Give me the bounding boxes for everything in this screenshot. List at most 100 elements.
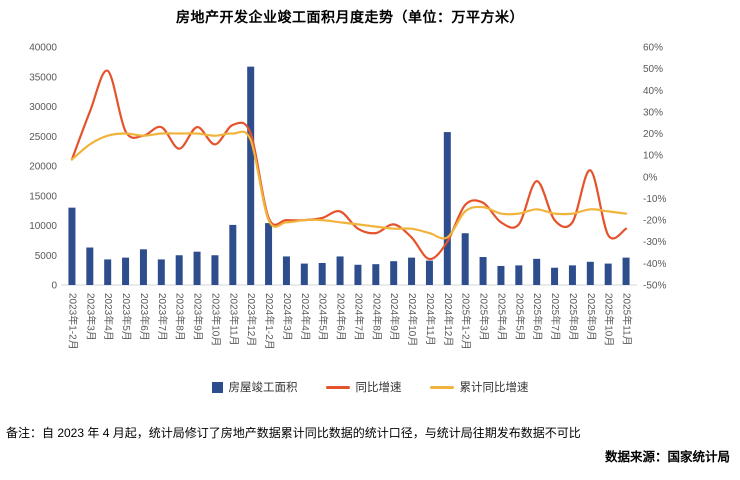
legend-item-completion-area: 房屋竣工面积	[211, 379, 298, 395]
x-axis-label: 2023年9月	[192, 293, 205, 341]
left-axis-tick: 40000	[29, 43, 57, 54]
x-axis-label: 2025年9月	[585, 293, 598, 341]
x-axis-label: 2024年7月	[352, 293, 365, 341]
bar	[318, 262, 326, 285]
x-axis-label: 2023年12月	[245, 293, 258, 346]
x-axis-label: 2024年8月	[370, 293, 383, 341]
x-axis-label: 2025年7月	[549, 293, 562, 341]
cum-yoy-line	[70, 130, 628, 240]
right-axis-tick: 10%	[643, 151, 663, 162]
x-axis-label: 2023年6月	[138, 293, 151, 341]
left-axis-tick: 20000	[29, 162, 57, 173]
right-axis-tick: -10%	[643, 194, 666, 205]
x-axis-label: 2024年4月	[299, 293, 312, 341]
left-axis-tick: 35000	[29, 72, 57, 83]
legend-label-completion-area: 房屋竣工面积	[228, 382, 298, 394]
bar	[372, 264, 380, 285]
bar	[247, 66, 255, 285]
legend-swatch-yoy	[325, 385, 350, 389]
bar	[175, 255, 183, 285]
bar	[300, 263, 308, 285]
bar	[336, 256, 344, 285]
x-axis-label: 2025年5月	[513, 293, 526, 341]
right-axis-tick: 60%	[643, 43, 663, 54]
right-axis-tick: 50%	[643, 64, 663, 75]
x-axis-label: 2023年4月	[102, 293, 115, 341]
right-axis-tick: 40%	[643, 86, 663, 97]
bar	[265, 223, 273, 285]
right-axis-tick: -50%	[643, 281, 666, 292]
bar	[211, 255, 219, 285]
bar	[461, 233, 469, 285]
bar	[122, 257, 130, 285]
x-axis-label: 2024年9月	[388, 293, 401, 341]
bar	[479, 257, 487, 285]
x-axis-label: 2023年1-2月	[66, 293, 79, 350]
left-axis-tick: 10000	[29, 221, 57, 232]
x-axis-label: 2025年11月	[621, 293, 634, 346]
bar	[282, 256, 290, 285]
x-axis-label: 2025年8月	[567, 293, 580, 341]
x-axis-label: 2024年1-2月	[263, 293, 276, 350]
bar	[622, 257, 630, 285]
bar	[390, 261, 398, 285]
bar	[68, 207, 76, 285]
x-axis-label: 2023年8月	[174, 293, 187, 341]
legend-label-cum-yoy-growth: 累计同比增速	[459, 382, 529, 394]
bar	[533, 258, 541, 285]
data-source: 数据来源：国家统计局	[604, 450, 730, 464]
bar	[354, 264, 362, 285]
bar	[139, 249, 147, 285]
bar	[497, 265, 505, 285]
chart-legend: 房屋竣工面积 同比增速 累计同比增速	[0, 379, 740, 395]
bar	[425, 260, 433, 285]
x-axis-label: 2025年4月	[495, 293, 508, 341]
bar	[604, 263, 612, 285]
bar	[515, 265, 523, 285]
bar	[551, 267, 559, 285]
right-axis-tick: -30%	[643, 237, 666, 248]
x-axis-label: 2025年1-2月	[460, 293, 473, 350]
x-axis-label: 2023年7月	[156, 293, 169, 341]
bar	[229, 224, 237, 285]
legend-label-yoy-growth: 同比增速	[355, 382, 402, 394]
x-axis-label: 2025年10月	[603, 293, 616, 346]
x-axis-label: 2023年11月	[227, 293, 240, 346]
right-axis-tick: 30%	[643, 107, 663, 118]
left-axis-tick: 5000	[35, 251, 58, 262]
x-axis-label: 2024年12月	[442, 293, 455, 346]
right-axis-tick: -20%	[643, 216, 666, 227]
left-axis-tick: 0	[51, 281, 57, 292]
bar	[443, 132, 451, 285]
x-axis-label: 2024年11月	[424, 293, 437, 346]
footnote: 备注：自 2023 年 4 月起，统计局修订了房地产数据累计同比数据的统计口径，…	[6, 426, 581, 440]
x-axis-label: 2024年5月	[317, 293, 330, 341]
legend-swatch-cum	[429, 385, 454, 389]
right-axis-tick: 0%	[643, 172, 658, 183]
x-axis-label: 2024年6月	[335, 293, 348, 341]
legend-item-cum-yoy-growth: 累计同比增速	[429, 379, 529, 395]
x-axis-label: 2024年3月	[281, 293, 294, 341]
x-axis-label: 2023年5月	[120, 293, 133, 341]
left-axis-tick: 15000	[29, 191, 57, 202]
yoy-line	[70, 69, 628, 261]
x-axis-label: 2024年10月	[406, 293, 419, 346]
bar	[157, 259, 165, 285]
legend-swatch-bar	[211, 381, 223, 393]
bar	[104, 259, 112, 285]
right-axis-tick: 20%	[643, 129, 663, 140]
bar	[568, 265, 576, 285]
x-axis-label: 2025年6月	[531, 293, 544, 341]
bar	[586, 261, 594, 285]
legend-item-yoy-growth: 同比增速	[325, 379, 402, 395]
left-axis-tick: 25000	[29, 132, 57, 143]
x-axis-label: 2023年3月	[84, 293, 97, 341]
left-axis-tick: 30000	[29, 102, 57, 113]
bar	[193, 251, 201, 285]
chart-title: 房地产开发企业竣工面积月度走势（单位：万平方米）	[176, 9, 524, 25]
bar	[86, 247, 94, 285]
right-axis-tick: -40%	[643, 259, 666, 270]
bar	[408, 257, 416, 285]
chart-plot-area: 0 5000 10000 15000 20000 25000 30000 35000 40000…	[29, 43, 666, 350]
x-axis-label: 2025年3月	[478, 293, 491, 341]
